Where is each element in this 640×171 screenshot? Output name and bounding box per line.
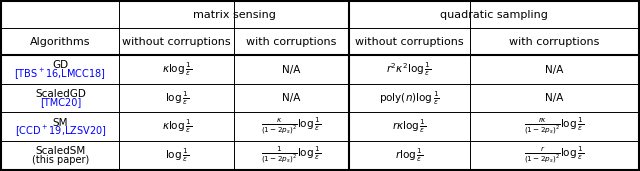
Text: N/A: N/A: [282, 93, 301, 103]
Text: without corruptions: without corruptions: [122, 37, 231, 47]
Text: N/A: N/A: [545, 93, 563, 103]
Text: $r^2\kappa^2 \log \frac{1}{\epsilon}$: $r^2\kappa^2 \log \frac{1}{\epsilon}$: [387, 61, 432, 78]
Text: $\kappa \log \frac{1}{\epsilon}$: $\kappa \log \frac{1}{\epsilon}$: [161, 118, 192, 135]
Text: [TMC20]: [TMC20]: [40, 97, 81, 107]
Text: $\log \frac{1}{\epsilon}$: $\log \frac{1}{\epsilon}$: [164, 90, 189, 107]
Text: without corruptions: without corruptions: [355, 37, 463, 47]
Text: ScaledSM: ScaledSM: [35, 146, 86, 156]
Text: $\frac{r}{(1-2p_s)^2} \log \frac{1}{\epsilon}$: $\frac{r}{(1-2p_s)^2} \log \frac{1}{\eps…: [524, 145, 584, 166]
Text: $r\kappa \log \frac{1}{\epsilon}$: $r\kappa \log \frac{1}{\epsilon}$: [392, 118, 426, 135]
Text: $\kappa \log \frac{1}{\epsilon}$: $\kappa \log \frac{1}{\epsilon}$: [161, 61, 192, 78]
Text: $r \log \frac{1}{\epsilon}$: $r \log \frac{1}{\epsilon}$: [395, 147, 424, 164]
Text: with corruptions: with corruptions: [246, 37, 337, 47]
Text: ScaledGD: ScaledGD: [35, 89, 86, 99]
Text: N/A: N/A: [282, 64, 301, 75]
Text: [TBS$^+$16,LMCC18]: [TBS$^+$16,LMCC18]: [15, 66, 106, 81]
Text: (this paper): (this paper): [32, 155, 89, 165]
Text: $\frac{r\kappa}{(1-2p_s)^2} \log \frac{1}{\epsilon}$: $\frac{r\kappa}{(1-2p_s)^2} \log \frac{1…: [524, 116, 584, 137]
Text: matrix sensing: matrix sensing: [193, 10, 275, 20]
Text: [CCD$^+$19,LZSV20]: [CCD$^+$19,LZSV20]: [15, 123, 106, 138]
Text: $\frac{1}{(1-2p_s)^2} \log \frac{1}{\epsilon}$: $\frac{1}{(1-2p_s)^2} \log \frac{1}{\eps…: [261, 145, 321, 166]
Text: $\mathrm{poly}(n)\log \frac{1}{\epsilon}$: $\mathrm{poly}(n)\log \frac{1}{\epsilon}…: [379, 90, 440, 107]
Text: Algorithms: Algorithms: [30, 37, 91, 47]
Text: quadratic sampling: quadratic sampling: [440, 10, 548, 20]
Text: SM: SM: [52, 117, 68, 128]
Text: GD: GD: [52, 60, 68, 70]
Text: $\log \frac{1}{\epsilon}$: $\log \frac{1}{\epsilon}$: [164, 147, 189, 164]
Text: with corruptions: with corruptions: [509, 37, 600, 47]
Text: $\frac{\kappa}{(1-2p_s)^2} \log \frac{1}{\epsilon}$: $\frac{\kappa}{(1-2p_s)^2} \log \frac{1}…: [261, 116, 321, 137]
Text: N/A: N/A: [545, 64, 563, 75]
